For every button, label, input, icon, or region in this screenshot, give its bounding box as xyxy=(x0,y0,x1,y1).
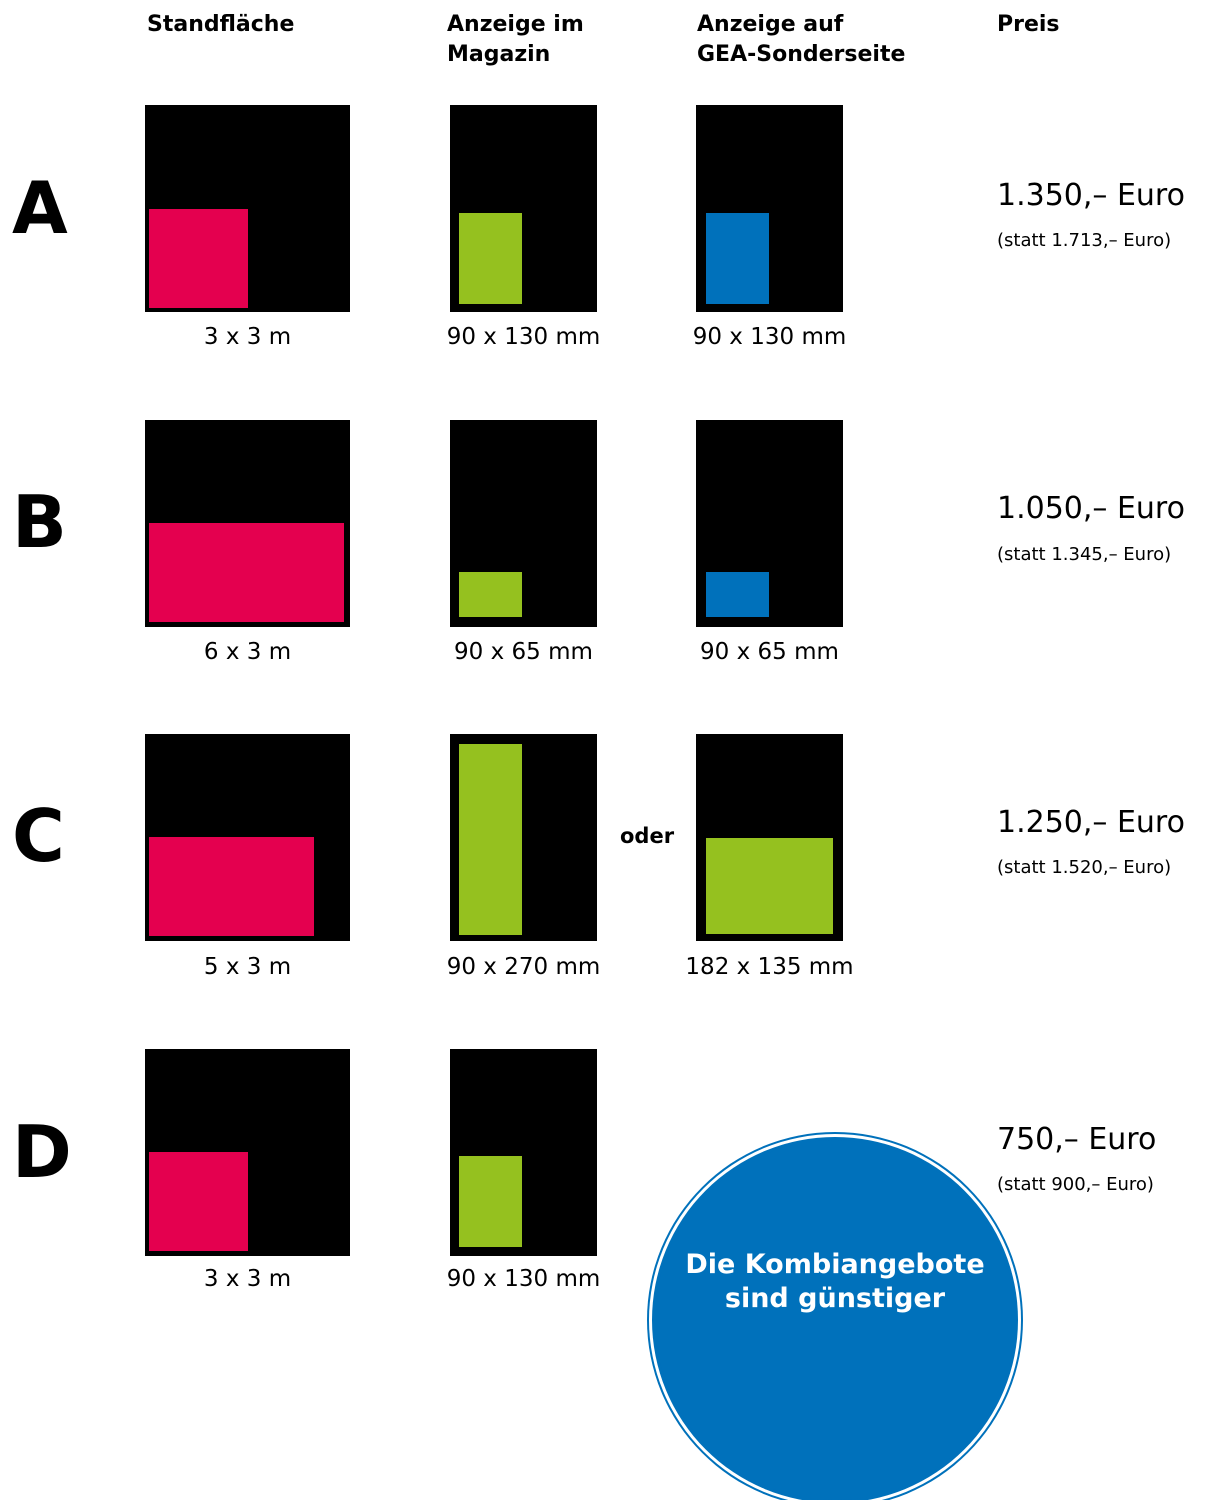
offer-a-price: 1.350,– Euro xyxy=(997,178,1185,213)
offer-d-stand-area xyxy=(149,1152,248,1251)
offer-b-price: 1.050,– Euro xyxy=(997,491,1185,526)
offer-c-old-price: (statt 1.520,– Euro) xyxy=(997,857,1172,878)
offer-b-letter: B xyxy=(12,480,67,564)
oder-label: oder xyxy=(620,824,675,848)
offer-a-magazin-frame xyxy=(450,105,597,312)
offer-b-stand-size: 6 x 3 m xyxy=(203,639,292,665)
offer-a-stand-size: 3 x 3 m xyxy=(203,324,292,350)
header-sonderseite: Anzeige auf GEA-Sonderseite xyxy=(697,12,906,67)
offer-a-stand-area xyxy=(149,209,248,308)
offer-a-magazin-size: 90 x 130 mm xyxy=(446,324,601,350)
offer-d-letter: D xyxy=(12,1110,72,1194)
offer-c-sonder-frame xyxy=(696,734,843,941)
offer-a-magazin-ad xyxy=(459,213,522,304)
offer-c-magazin-frame xyxy=(450,734,597,941)
offer-d-magazin-frame xyxy=(450,1049,597,1256)
offer-c-stand-frame xyxy=(145,734,350,941)
offer-d-old-price: (statt 900,– Euro) xyxy=(997,1174,1154,1195)
offer-d-price: 750,– Euro xyxy=(997,1122,1157,1157)
offer-b-magazin-ad xyxy=(459,572,522,617)
offer-a-sonder-frame xyxy=(696,105,843,312)
offer-b-stand-frame xyxy=(145,420,350,627)
offer-c-magazin-size: 90 x 270 mm xyxy=(446,954,601,980)
offer-a-sonder-ad xyxy=(706,213,769,304)
offer-b-magazin-size: 90 x 65 mm xyxy=(454,639,593,665)
offer-c-stand-size: 5 x 3 m xyxy=(203,954,292,980)
offer-c-letter: C xyxy=(12,794,65,878)
offer-b-sonder-frame xyxy=(696,420,843,627)
offer-d-stand-size: 3 x 3 m xyxy=(203,1266,292,1292)
badge-text: Die Kombiangebote sind günstiger xyxy=(685,1249,985,1314)
offer-d-magazin-ad xyxy=(459,1156,522,1247)
offer-c-sonder-size: 182 x 135 mm xyxy=(685,954,854,980)
offer-c-magazin-ad xyxy=(459,744,522,935)
offer-c-sonder-ad xyxy=(706,838,833,934)
header-magazin: Anzeige im Magazin xyxy=(447,12,584,67)
offer-a-sonder-size: 90 x 130 mm xyxy=(692,324,847,350)
offer-a-old-price: (statt 1.713,– Euro) xyxy=(997,230,1172,251)
header-standflaeche: Standfläche xyxy=(147,12,295,37)
offer-d-magazin-size: 90 x 130 mm xyxy=(446,1266,601,1292)
kombiangebote-badge: Die Kombiangebote sind günstiger xyxy=(655,1140,1015,1500)
offer-b-sonder-size: 90 x 65 mm xyxy=(700,639,839,665)
offer-d-stand-frame xyxy=(145,1049,350,1256)
offer-b-old-price: (statt 1.345,– Euro) xyxy=(997,544,1172,565)
offer-c-price: 1.250,– Euro xyxy=(997,805,1185,840)
offer-b-magazin-frame xyxy=(450,420,597,627)
offer-b-sonder-ad xyxy=(706,572,769,617)
offer-b-stand-area xyxy=(149,523,344,622)
header-preis: Preis xyxy=(997,12,1060,37)
offer-a-letter: A xyxy=(12,166,68,250)
offer-c-stand-area xyxy=(149,837,314,936)
offer-a-stand-frame xyxy=(145,105,350,312)
